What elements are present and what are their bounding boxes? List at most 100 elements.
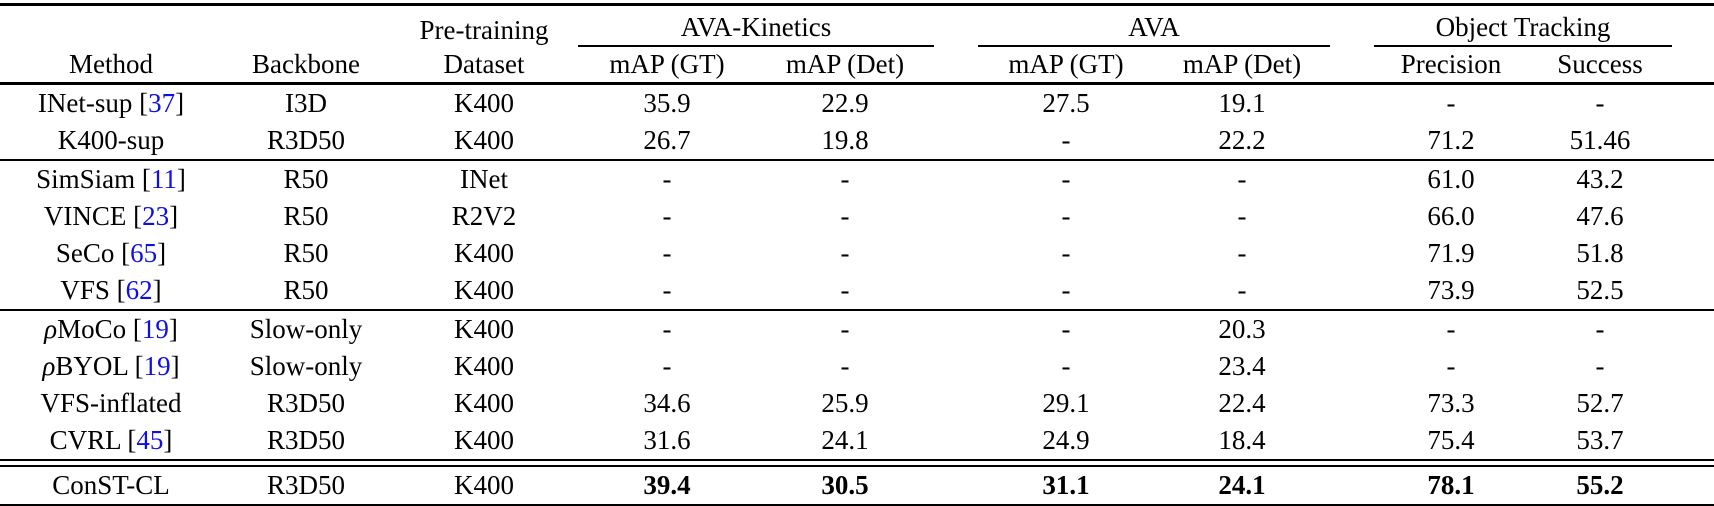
spacer-cell <box>1330 161 1374 198</box>
column-header-ava-map-det: mAP (Det) <box>1182 49 1302 80</box>
cell-ava-map-gt: - <box>1061 238 1071 269</box>
spacer-cell <box>1330 235 1374 272</box>
cell-backbone: Slow-only <box>249 314 363 345</box>
cell-ava-kinetics-map-gt: 35.9 <box>643 88 691 119</box>
cell-ava-kinetics-map-det: - <box>840 314 850 345</box>
cell-backbone: R50 <box>283 275 329 306</box>
cell-success: - <box>1595 88 1605 119</box>
rho-symbol: ρ <box>42 351 56 382</box>
cell-ava-kinetics-map-det: - <box>840 238 850 269</box>
cell-ava-kinetics-map-gt: - <box>662 351 672 382</box>
cell-ava-kinetics-map-gt: - <box>662 314 672 345</box>
spacer-cell <box>1672 422 1714 459</box>
spacer-cell <box>934 311 978 348</box>
cell-ava-kinetics-map-det: 24.1 <box>821 425 869 456</box>
cell-ava-kinetics-map-det: - <box>840 351 850 382</box>
cell-ava-kinetics-map-gt: 26.7 <box>643 125 691 156</box>
cell-method: VFS [62] <box>60 275 162 306</box>
citation-link[interactable]: 65 <box>130 238 158 269</box>
column-header-ava-kinetics-map-gt: mAP (GT) <box>609 49 725 80</box>
citation-link[interactable]: 19 <box>141 314 169 345</box>
cell-ava-kinetics-map-gt: 34.6 <box>643 388 691 419</box>
cell-dataset: K400 <box>454 238 514 269</box>
spacer-cell <box>934 385 978 422</box>
column-header-ava-kinetics-map-det: mAP (Det) <box>785 49 905 80</box>
cell-ava-map-gt: - <box>1061 314 1071 345</box>
cell-ava-map-gt: 24.9 <box>1042 425 1090 456</box>
citation-link[interactable]: 62 <box>125 275 153 306</box>
rho-symbol: ρ <box>44 314 58 345</box>
table-row: INet-sup [37] I3D K400 35.9 22.9 27.5 19.1 - - <box>0 85 1714 122</box>
cell-ava-map-gt: 31.1 <box>1042 470 1090 501</box>
cell-dataset: K400 <box>454 88 514 119</box>
cell-ava-kinetics-map-det: - <box>840 164 850 195</box>
cell-precision: - <box>1446 88 1456 119</box>
section-rule-cell <box>0 159 1714 161</box>
cell-success: 51.46 <box>1569 125 1631 156</box>
cell-method: VFS-inflated <box>40 388 182 419</box>
cell-ava-map-det: 22.4 <box>1218 388 1266 419</box>
table-row: ρBYOL [19] Slow-only K400 - - - 23.4 - - <box>0 348 1714 385</box>
cell-ava-kinetics-map-det: - <box>840 275 850 306</box>
cell-method: CVRL [45] <box>49 425 173 456</box>
spacer-cell <box>1330 198 1374 235</box>
cell-dataset: K400 <box>454 388 514 419</box>
cell-ava-map-det: - <box>1237 238 1247 269</box>
spacer-cell <box>934 122 978 159</box>
cell-ava-map-det: 22.2 <box>1218 125 1266 156</box>
spacer-cell <box>1330 422 1374 459</box>
cell-dataset: INet <box>460 164 508 195</box>
cell-dataset: K400 <box>454 275 514 306</box>
group-header-object-tracking: Object Tracking <box>1374 6 1672 47</box>
spacer-cell <box>1330 272 1374 309</box>
spacer-cell <box>1672 272 1714 309</box>
section-rule-cell <box>0 309 1714 311</box>
cell-backbone: R3D50 <box>266 388 345 419</box>
spacer-cell <box>1672 46 1714 82</box>
citation-link[interactable]: 37 <box>148 88 176 119</box>
spacer-cell <box>1330 85 1374 122</box>
citation-link[interactable]: 23 <box>142 201 170 232</box>
group-header-row: Pre-training AVA-Kinetics AVA Object Tra… <box>0 6 1714 47</box>
cell-precision: 66.0 <box>1427 201 1475 232</box>
cell-method: ρMoCo [19] <box>44 314 178 345</box>
spacer-cell <box>1672 85 1714 122</box>
cell-ava-kinetics-map-gt: - <box>662 275 672 306</box>
table-row: ConST-CL R3D50 K400 39.4 30.5 31.1 24.1 78.1 55.… <box>0 467 1714 504</box>
citation-link[interactable]: 11 <box>150 164 177 195</box>
citation-link[interactable]: 19 <box>143 351 171 382</box>
cell-ava-map-det: - <box>1237 201 1247 232</box>
cell-success: 51.8 <box>1576 238 1624 269</box>
cell-backbone: I3D <box>285 88 327 119</box>
cell-backbone: R50 <box>283 238 329 269</box>
cell-ava-kinetics-map-gt: - <box>662 164 672 195</box>
column-header-row: Method Backbone Dataset mAP (GT) mAP (De… <box>0 46 1714 82</box>
cell-ava-map-det: 18.4 <box>1218 425 1266 456</box>
section-rule <box>0 159 1714 161</box>
cell-ava-map-det: - <box>1237 275 1247 306</box>
spacer-cell <box>934 422 978 459</box>
cell-ava-kinetics-map-det: 30.5 <box>821 470 869 501</box>
top-rule <box>0 0 1714 6</box>
blank-cell <box>222 6 390 46</box>
spacer-cell <box>934 272 978 309</box>
spacer-cell <box>1672 385 1714 422</box>
cell-precision: 61.0 <box>1427 164 1475 195</box>
citation-link[interactable]: 45 <box>136 425 164 456</box>
section-rule-cell <box>0 459 1714 467</box>
spacer-cell <box>934 348 978 385</box>
cell-precision: 75.4 <box>1427 425 1475 456</box>
cell-dataset: K400 <box>454 125 514 156</box>
cell-dataset: K400 <box>454 351 514 382</box>
spacer-cell <box>1672 348 1714 385</box>
cell-success: - <box>1595 314 1605 345</box>
cell-precision: - <box>1446 351 1456 382</box>
cell-precision: 71.2 <box>1427 125 1475 156</box>
cell-ava-map-gt: - <box>1061 125 1071 156</box>
cell-precision: 73.3 <box>1427 388 1475 419</box>
cell-dataset: K400 <box>454 470 514 501</box>
cell-success: 47.6 <box>1576 201 1624 232</box>
cell-precision: - <box>1446 314 1456 345</box>
cell-ava-kinetics-map-det: 22.9 <box>821 88 869 119</box>
